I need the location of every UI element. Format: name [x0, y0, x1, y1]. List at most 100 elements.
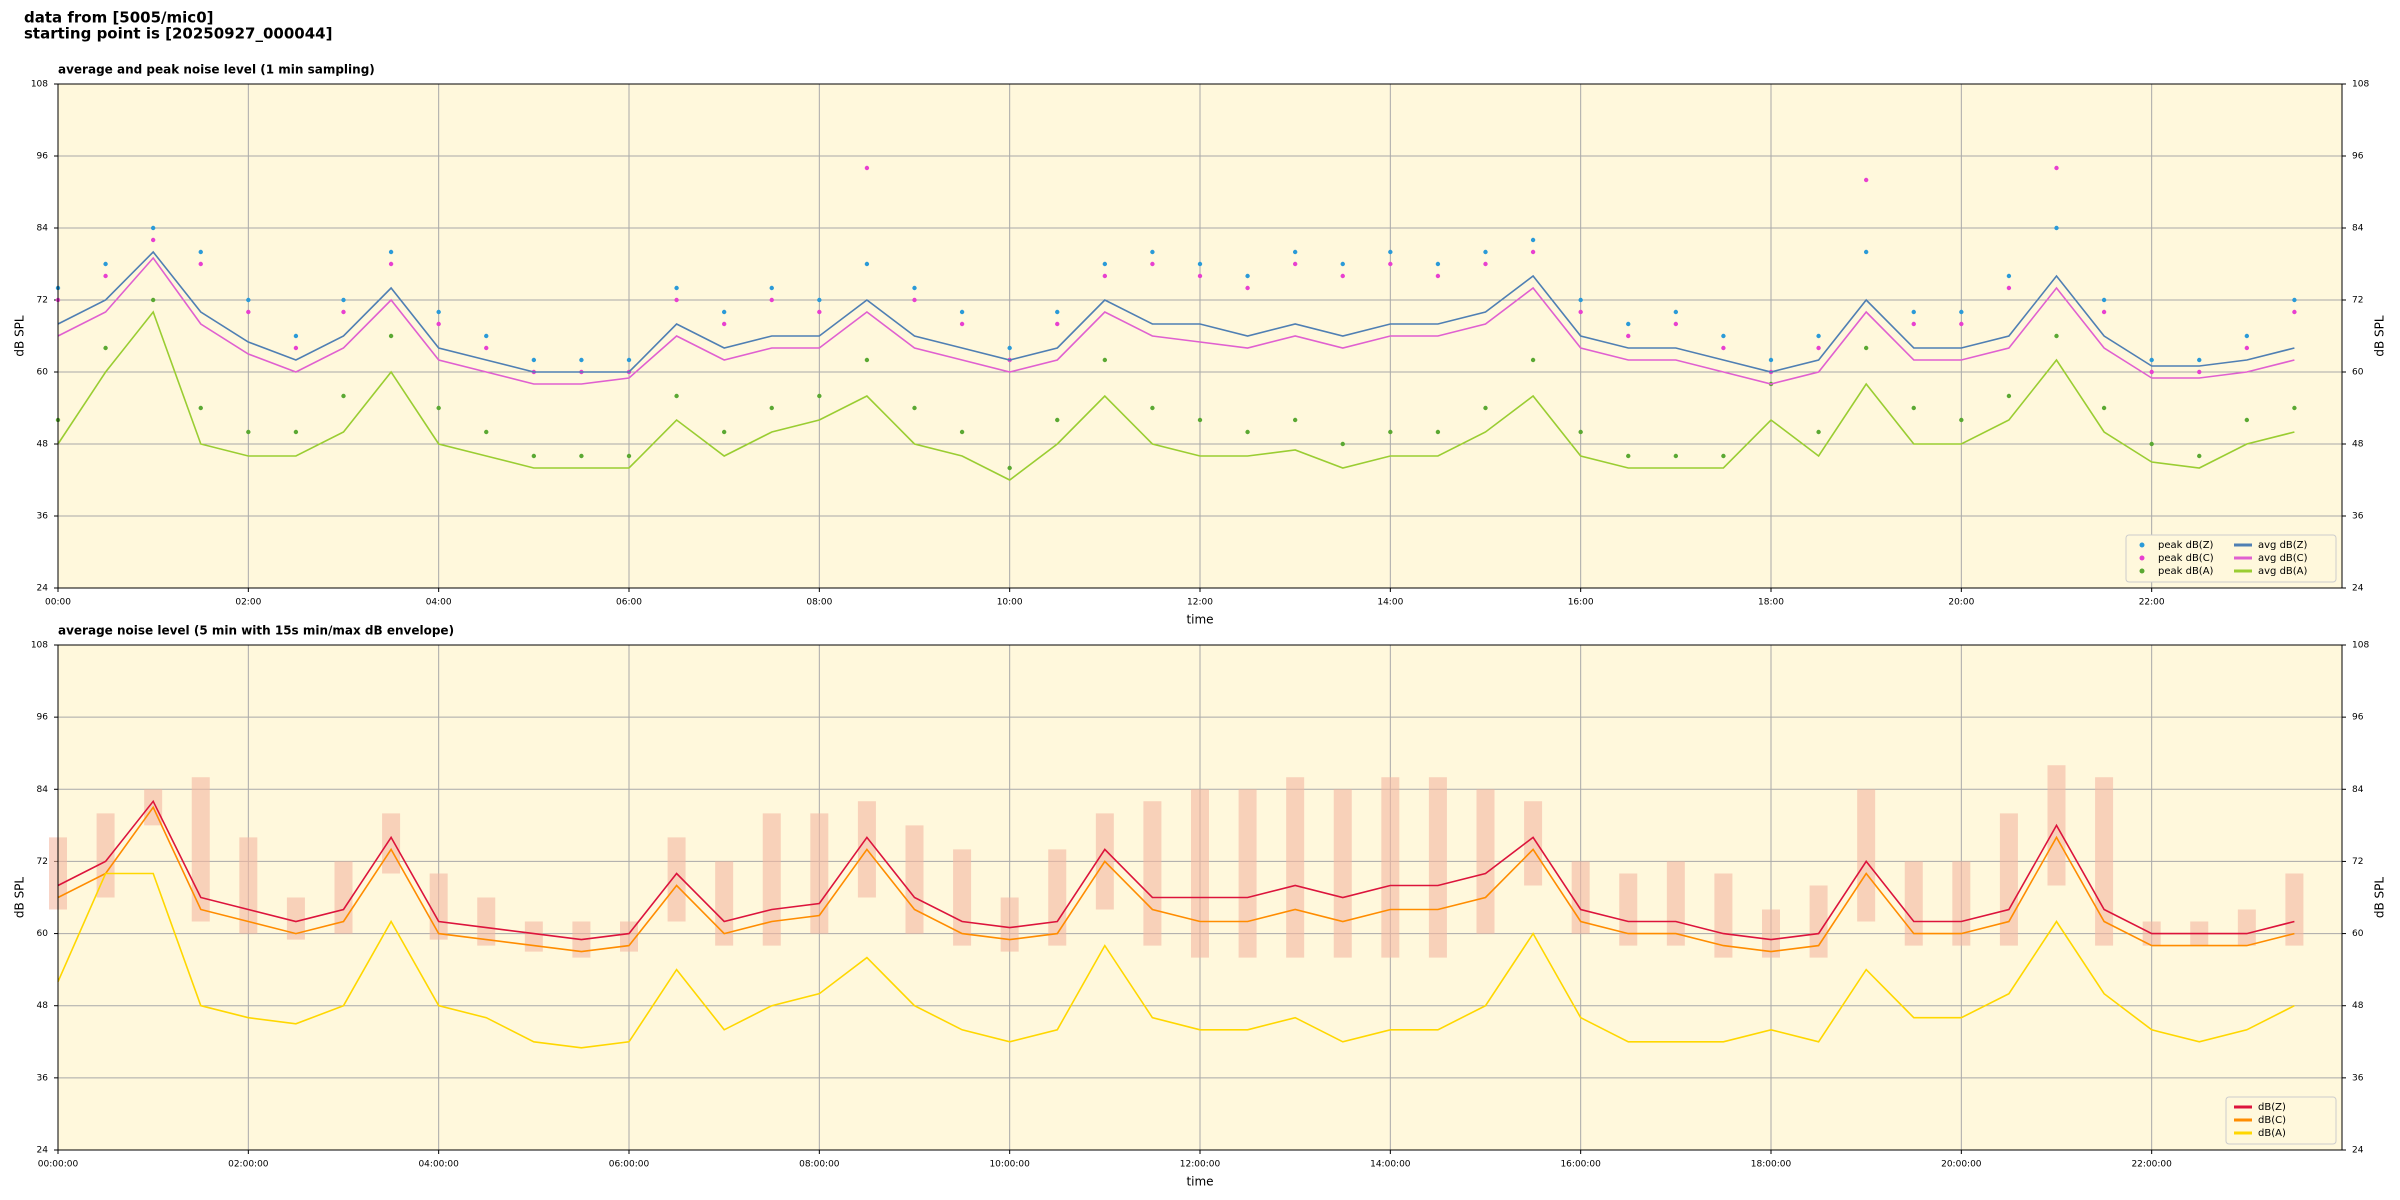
peak-point [817, 309, 822, 315]
peak-point [2244, 345, 2250, 351]
peak-point [1245, 273, 1250, 279]
header-line: data from [5005/mic0] [24, 9, 214, 27]
peak-point [2101, 405, 2107, 411]
peak-point [150, 237, 156, 243]
peak-point [1578, 309, 1583, 315]
peak-point [198, 249, 203, 255]
peak-point [1673, 321, 1679, 327]
y-tick-label: 108 [2352, 641, 2369, 651]
peak-point [246, 309, 251, 315]
y-tick-label: 96 [37, 713, 49, 723]
legend-marker [2139, 568, 2145, 574]
peak-point [626, 453, 632, 459]
y-tick-label: 48 [37, 440, 49, 450]
plot-frame [57, 83, 2343, 589]
peak-point [1435, 273, 1441, 279]
peak-point [769, 285, 774, 291]
peak-point [1007, 465, 1012, 471]
peak-point [484, 429, 489, 435]
peak-point [103, 261, 108, 267]
peak-point [1911, 405, 1916, 411]
chart-title: average noise level (5 min with 15s min/… [58, 624, 454, 638]
peak-point [2149, 357, 2154, 363]
x-tick-label: 04:00:00 [418, 1160, 459, 1170]
peak-point [2054, 333, 2059, 339]
peak-point [2006, 393, 2012, 399]
peak-point [2101, 297, 2107, 303]
peak-point [2197, 369, 2202, 375]
x-tick-label: 10:00 [997, 598, 1023, 608]
peak-point [1388, 261, 1393, 267]
peak-point [2149, 369, 2154, 375]
peak-point [579, 357, 584, 363]
peak-point [1911, 309, 1916, 315]
x-tick-label: 14:00:00 [1370, 1160, 1411, 1170]
y-tick-label: 48 [2352, 1001, 2364, 1011]
peak-point [1340, 441, 1345, 447]
peak-point [1007, 345, 1012, 351]
peak-point [1626, 321, 1631, 327]
peak-point [388, 261, 394, 267]
y-tick-label: 36 [37, 1073, 49, 1083]
y-tick-label: 60 [37, 929, 49, 939]
y-tick-label: 108 [31, 641, 48, 651]
x-tick-label: 06:00 [616, 598, 642, 608]
legend-box [2225, 1096, 2337, 1145]
peak-point [959, 429, 965, 435]
y-tick-label: 60 [37, 368, 49, 378]
series-line [57, 310, 2295, 481]
peak-point [246, 429, 251, 435]
peak-point [1530, 237, 1536, 243]
peak-point [674, 297, 679, 303]
series-line [57, 799, 2295, 941]
peak-point [2292, 405, 2297, 411]
legend-label: peak dB(Z) [2158, 540, 2214, 551]
peak-point [959, 309, 965, 315]
peak-point [150, 225, 156, 231]
peak-point [2244, 333, 2250, 339]
peak-point [1055, 417, 1060, 423]
peak-point [1102, 357, 1108, 363]
peak-point [341, 297, 346, 303]
x-tick-label: 10:00:00 [989, 1160, 1030, 1170]
peak-point [1816, 345, 1821, 351]
peak-point [293, 345, 299, 351]
peak-point [769, 405, 774, 411]
peak-point [1816, 333, 1821, 339]
chart-title: average and peak noise level (1 min samp… [58, 63, 375, 77]
peak-point [103, 273, 108, 279]
peak-point [2244, 417, 2250, 423]
y-tick-label: 24 [2352, 584, 2364, 594]
peak-point [721, 321, 727, 327]
y-tick-label: 72 [37, 296, 48, 306]
x-tick-label: 22:00:00 [2131, 1160, 2172, 1170]
legend-label: avg dB(Z) [2258, 540, 2308, 551]
y-tick-label: 84 [2352, 224, 2364, 234]
peak-point [864, 261, 870, 267]
x-tick-label: 18:00:00 [1751, 1160, 1792, 1170]
peak-point [1959, 321, 1964, 327]
peak-point [1292, 417, 1298, 423]
y-axis-label: dB SPL [2373, 315, 2387, 357]
peak-point [579, 453, 584, 459]
peak-point [293, 333, 299, 339]
peak-point [1245, 285, 1250, 291]
peak-point [246, 297, 251, 303]
x-tick-label: 04:00 [426, 598, 452, 608]
peak-point [150, 297, 156, 303]
peak-point [1292, 261, 1298, 267]
peak-point [2054, 165, 2059, 171]
legend-box [2125, 534, 2337, 583]
peak-point [1578, 429, 1583, 435]
peak-point [1959, 417, 1964, 423]
peak-point [1863, 249, 1869, 255]
peak-point [1530, 249, 1536, 255]
peak-point [1911, 321, 1916, 327]
peak-point [1959, 309, 1964, 315]
peak-point [1388, 249, 1393, 255]
y-tick-label: 96 [37, 152, 49, 162]
y-axis-label: dB SPL [2373, 877, 2387, 919]
peak-point [1055, 309, 1060, 315]
